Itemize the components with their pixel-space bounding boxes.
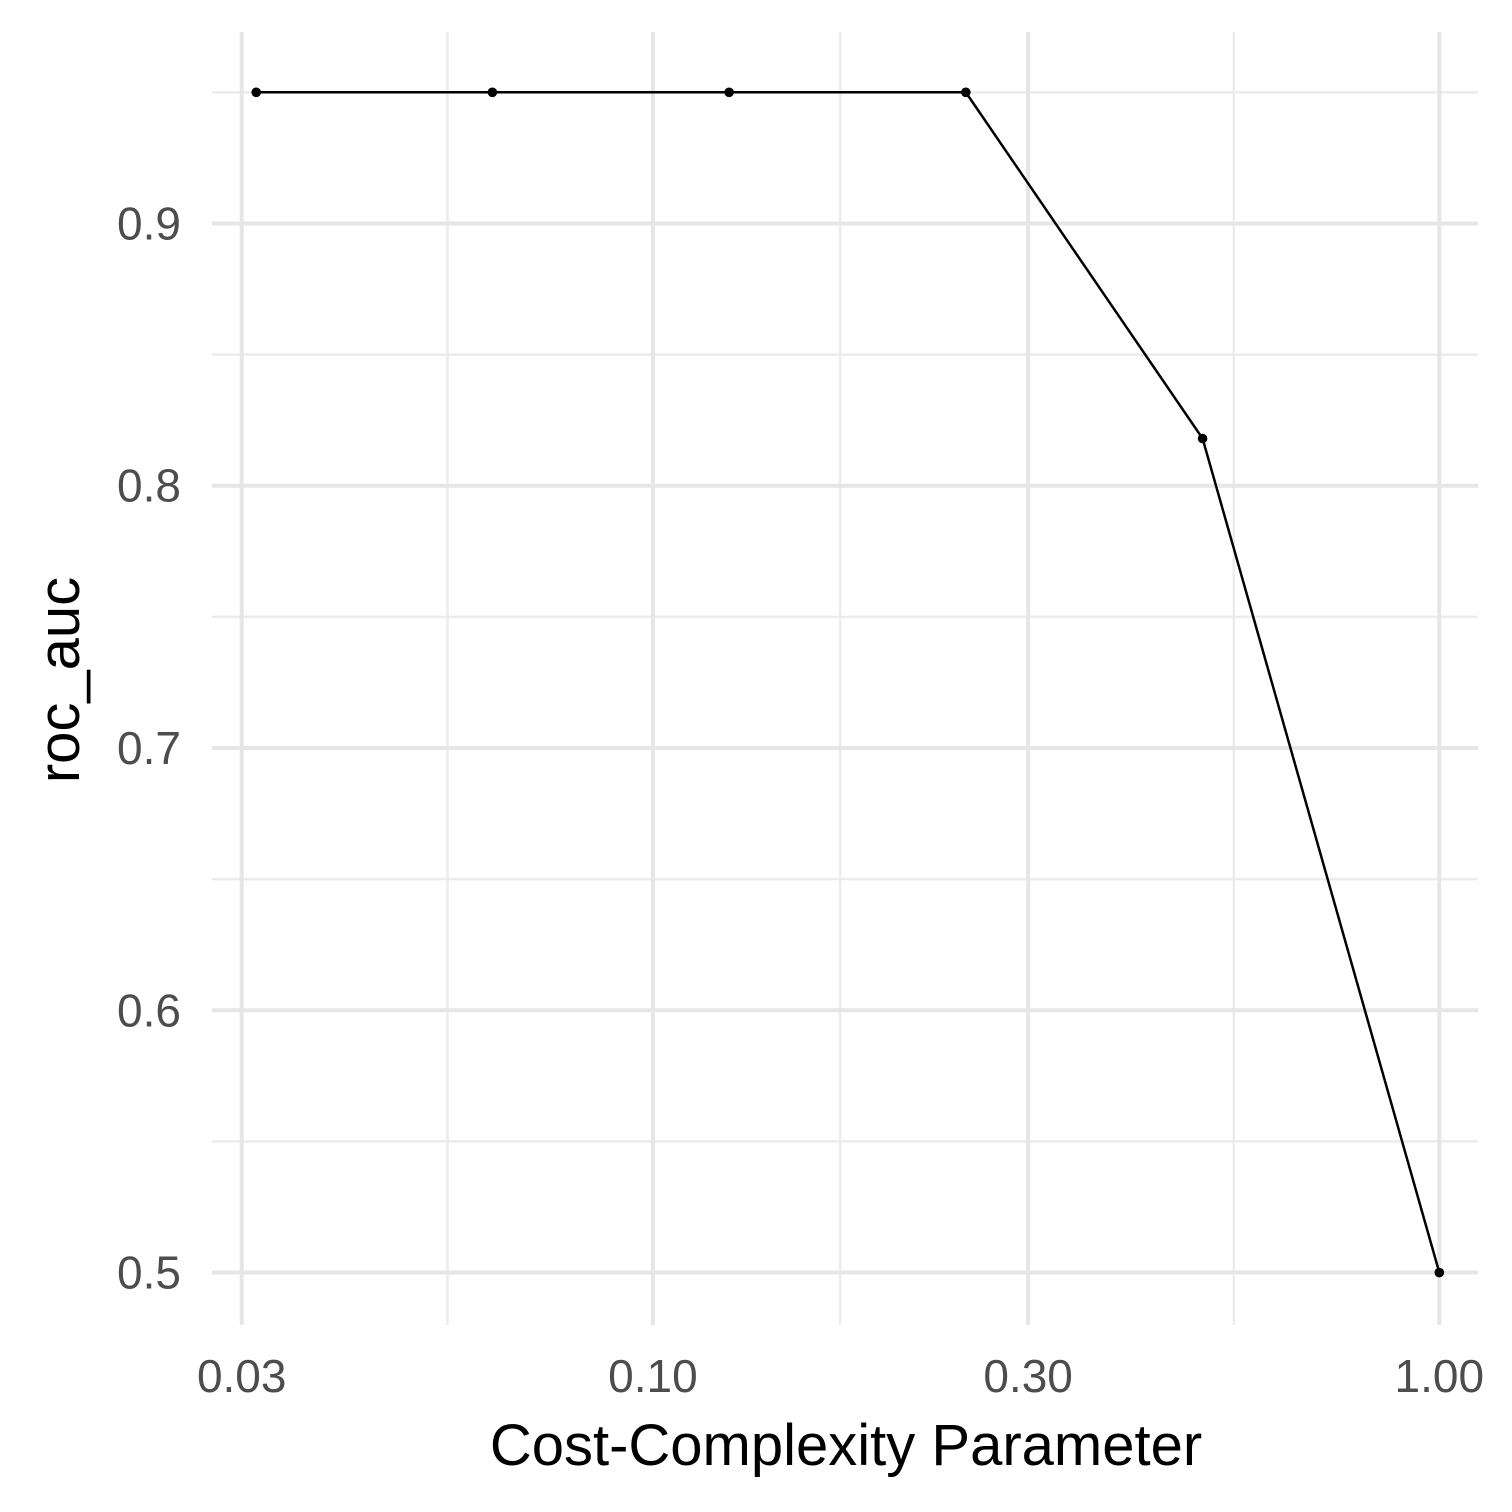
tick-labels: 0.5 0.6 0.7 0.8 0.9 0.03 0.10 0.30 1.00 [117,197,1484,1402]
y-tick-label: 0.5 [117,1247,181,1299]
series [251,87,1445,1278]
data-point [724,87,734,98]
y-tick-label: 0.7 [117,722,181,774]
x-tick-label: 1.00 [1395,1350,1485,1402]
series-line [256,91,1441,1273]
x-axis-title: Cost-Complexity Parameter [490,1413,1202,1478]
y-tick-label: 0.8 [117,460,181,512]
y-axis-title: roc_auc [27,577,92,783]
data-point [487,87,498,98]
data-point [1197,433,1208,444]
data-point [251,87,262,98]
y-tick-label: 0.6 [117,984,181,1036]
grid [212,32,1478,1325]
y-tick-label: 0.9 [117,197,181,249]
data-point [961,87,971,98]
x-tick-label: 0.10 [608,1350,698,1402]
data-point [1434,1267,1445,1278]
x-tick-label: 0.30 [983,1350,1073,1402]
x-tick-label: 0.03 [197,1350,287,1402]
